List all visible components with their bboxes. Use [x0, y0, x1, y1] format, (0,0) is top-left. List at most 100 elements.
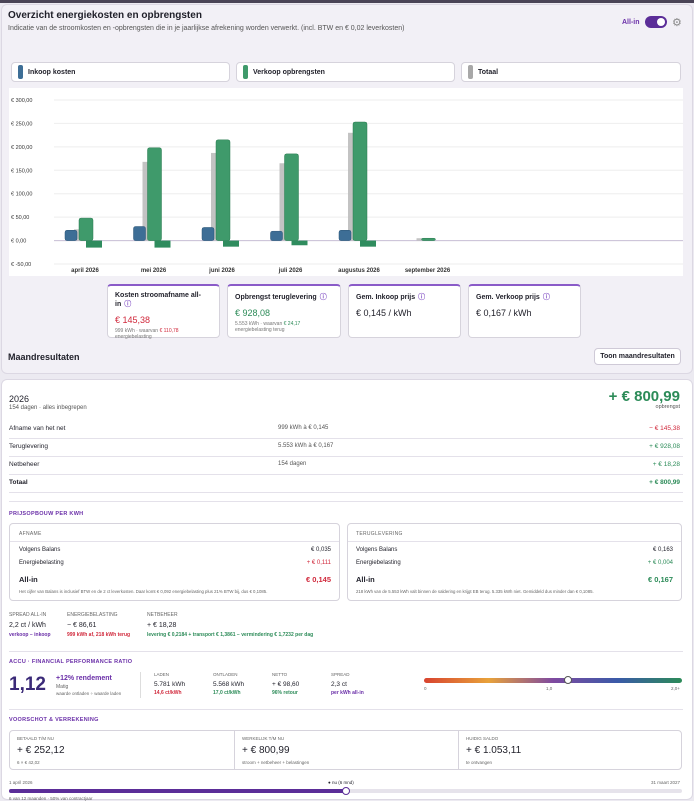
- accu-ratio: 1,12: [9, 674, 46, 695]
- info-icon[interactable]: ⓘ: [319, 294, 327, 301]
- x-tick-label: mei 2026: [141, 268, 167, 274]
- summary-row-value: + € 800,99: [649, 479, 680, 486]
- summary-row-label: Totaal: [9, 479, 28, 486]
- afname-balans-label: Volgens Balans: [19, 547, 61, 553]
- netbeheer-head: NETBEHEER: [147, 612, 178, 618]
- kpi-opbrengst-value: € 928,08: [235, 308, 271, 318]
- netbeheer-sub: levering € 0,2184 + transport € 1,3861 −…: [147, 632, 314, 638]
- accu-col-val: + € 98,60: [272, 681, 300, 688]
- kpi-opbrengst: Opbrengst teruglevering ⓘ € 928,08 5.553 …: [227, 284, 341, 338]
- voorschot-head: HUIDIG SALDO: [466, 736, 499, 741]
- period-knob: [341, 787, 350, 795]
- divider: [140, 672, 141, 698]
- afname-allin-label: All-in: [19, 575, 38, 584]
- legend-totaal[interactable]: Totaal: [461, 62, 681, 82]
- voorschot-sub: 6 × € 42,02: [17, 760, 40, 765]
- kpi-verkoop-title: Gem. Verkoop prijs: [476, 294, 540, 301]
- info-icon[interactable]: ⓘ: [124, 301, 132, 308]
- verkoop-bar: [352, 121, 368, 241]
- verkoop-negatief-bar: [291, 240, 308, 246]
- legend-inkoop-label: Inkoop kosten: [28, 68, 76, 76]
- accu-col-head: NETTO: [272, 672, 288, 677]
- terug-balans-value: € 0,163: [652, 547, 673, 553]
- y-tick-label: € 300,00: [11, 98, 32, 104]
- info-icon[interactable]: ⓘ: [418, 294, 426, 301]
- spread-sub: verkoop − inkoop: [9, 632, 51, 638]
- kpi-kosten-eb: € 110,78: [159, 328, 179, 334]
- page-subtitle: Indicatie van de stroomkosten en -opbren…: [8, 25, 405, 32]
- verkoop-bar: [147, 147, 162, 241]
- kpi-opbrengst-eb: € 24,17: [283, 321, 301, 327]
- divider: [9, 651, 683, 652]
- spread-value: 2,2 ct / kWh: [9, 622, 46, 629]
- summary-row-label: Netbeheer: [9, 461, 40, 468]
- summary-total-sub: opbrengst: [655, 404, 680, 410]
- voorschot-head: WERKELIJK T/M NU: [242, 736, 285, 741]
- y-tick-label: € 0,00: [11, 239, 26, 245]
- verkoop-negatief-bar: [360, 240, 376, 247]
- legend-inkoop[interactable]: Inkoop kosten: [11, 62, 230, 82]
- scale-max: 2,0+: [671, 686, 680, 691]
- kpi-kosten-title: Kosten stroomafname all-in: [115, 292, 201, 308]
- legend-totaal-label: Totaal: [478, 68, 499, 76]
- kpi-opbrengst-detail: 5.553 kWh · waarvan: [235, 321, 283, 327]
- terug-allin-value: € 0,167: [647, 575, 673, 584]
- summary-days: 154 dagen · alles inbegrepen: [9, 405, 87, 411]
- accu-col-val: 5.568 kWh: [213, 681, 245, 688]
- summary-row-value: − € 145,38: [649, 425, 680, 432]
- kpi-verkoop-value: € 0,167 / kWh: [476, 308, 532, 318]
- voorschot-val: + € 800,99: [242, 745, 290, 756]
- afname-head: AFNAME: [19, 531, 42, 537]
- scale-min: 0: [424, 686, 427, 691]
- monthly-chart: € 300,00 € 250,00 € 200,00 € 150,00 € 100,00…: [9, 88, 683, 276]
- terug-eb-value: + € 0,004: [647, 560, 673, 566]
- accu-rendement: +12% rendement: [56, 675, 112, 682]
- verkoop-swatch: [243, 65, 248, 79]
- kpi-kosten: Kosten stroomafname all-in ⓘ € 145,38 999…: [107, 284, 220, 340]
- x-tick-label: april 2026: [71, 268, 99, 274]
- y-tick-label: € 250,00: [11, 121, 32, 127]
- divider: [9, 501, 683, 502]
- eb-head: ENERGIEBELASTING: [67, 612, 118, 618]
- accu-header: ACCU · FINANCIAL PERFORMANCE RATIO: [9, 659, 133, 665]
- toon-maandresultaten-button[interactable]: Toon maandresultaten: [594, 348, 681, 365]
- voorschot-val: + € 1.053,11: [466, 745, 522, 756]
- prijsopbouw-header: PRIJSOPBOUW PER KWH: [9, 511, 84, 517]
- verkoop-bar: [78, 217, 94, 241]
- voorschot-val: + € 252,12: [17, 745, 65, 756]
- kpi-kosten-value: € 145,38: [115, 315, 151, 325]
- eb-value: − € 86,61: [67, 622, 97, 629]
- kpi-inkoop-title: Gem. Inkoop prijs: [356, 294, 416, 301]
- x-tick-label: juni 2026: [208, 268, 235, 274]
- y-tick-label: € -50,00: [11, 262, 31, 268]
- gear-icon[interactable]: ⚙: [672, 17, 682, 29]
- period-start: 1 april 2026: [9, 780, 33, 785]
- period-now: ● nu (6 mnd): [328, 780, 354, 785]
- afname-note: Het cijfer van Balans is inclusief BTW e…: [19, 589, 268, 594]
- verkoop-bar: [284, 153, 299, 241]
- inkoop-bar: [64, 230, 78, 241]
- legend-verkoop[interactable]: Verkoop opbrengsten: [236, 62, 455, 82]
- divider: [9, 709, 683, 710]
- chart-svg: € 300,00 € 250,00 € 200,00 € 150,00 € 100,00…: [11, 98, 683, 274]
- terug-eb-label: Energiebelasting: [356, 560, 401, 566]
- ratio-scale-bar: [424, 678, 682, 683]
- inkoop-bar: [201, 227, 215, 241]
- page-title: Overzicht energiekosten en opbrengsten: [8, 10, 202, 21]
- ratio-marker: [564, 676, 573, 684]
- y-tick-label: € 200,00: [11, 145, 32, 151]
- allin-toggle[interactable]: [645, 16, 667, 28]
- info-icon[interactable]: ⓘ: [542, 294, 550, 301]
- voorschot-box: [9, 730, 682, 770]
- inkoop-bar: [133, 226, 146, 241]
- summary-row-label: Afname van het net: [9, 425, 66, 432]
- teruglevering-box: TERUGLEVERING Volgens Balans € 0,163 Ene…: [347, 523, 682, 601]
- divider: [9, 438, 683, 439]
- accu-desc: waarde ontladen ÷ waarde laden: [56, 691, 122, 696]
- voorschot-sub: te ontvangen: [466, 760, 493, 765]
- summary-row-detail: 154 dagen: [278, 461, 307, 467]
- afname-box: AFNAME Volgens Balans € 0,035 Energiebel…: [9, 523, 340, 601]
- accu-col-val: 2,3 ct: [331, 681, 347, 688]
- terug-balans-label: Volgens Balans: [356, 547, 398, 553]
- inkoop-swatch: [18, 65, 23, 79]
